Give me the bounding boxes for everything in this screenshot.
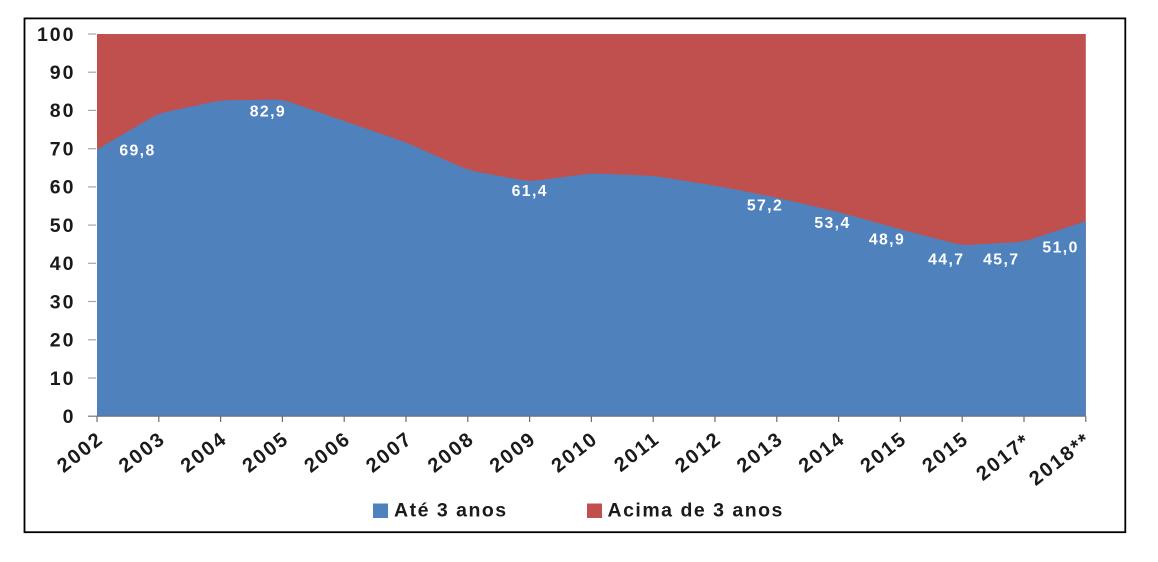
svg-text:53,4: 53,4 [814, 215, 850, 232]
svg-text:61,4: 61,4 [512, 183, 548, 200]
svg-text:82,9: 82,9 [250, 104, 286, 121]
svg-text:45,7: 45,7 [983, 252, 1019, 269]
svg-text:30: 30 [50, 291, 76, 313]
svg-text:57,2: 57,2 [747, 197, 783, 214]
svg-text:60: 60 [50, 177, 76, 199]
svg-text:0: 0 [63, 406, 76, 428]
svg-text:50: 50 [50, 215, 76, 237]
svg-text:69,8: 69,8 [119, 143, 155, 160]
svg-text:10: 10 [50, 368, 76, 390]
svg-text:51,0: 51,0 [1042, 240, 1078, 257]
svg-text:90: 90 [50, 62, 76, 84]
svg-text:100: 100 [37, 24, 76, 46]
svg-text:70: 70 [50, 139, 76, 161]
svg-text:40: 40 [50, 253, 76, 275]
svg-text:48,9: 48,9 [869, 232, 905, 249]
svg-text:Até 3 anos: Até 3 anos [394, 500, 508, 522]
svg-text:80: 80 [50, 100, 76, 122]
svg-text:44,7: 44,7 [928, 252, 964, 269]
svg-text:20: 20 [50, 330, 76, 352]
svg-text:Acima de 3 anos: Acima de 3 anos [608, 500, 784, 522]
